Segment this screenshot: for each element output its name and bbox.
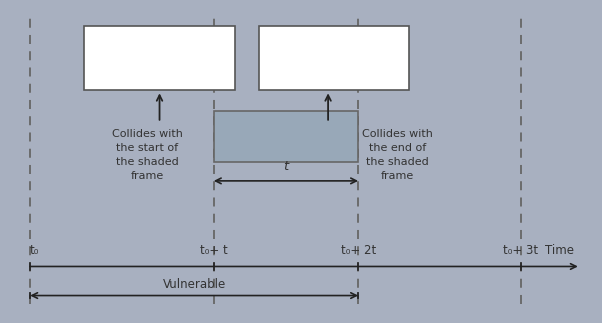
Bar bbox=[259, 26, 409, 90]
Text: t: t bbox=[284, 160, 288, 173]
Text: Time: Time bbox=[545, 244, 574, 257]
Text: Vulnerable: Vulnerable bbox=[163, 278, 226, 291]
Text: t₀+ 3t: t₀+ 3t bbox=[503, 244, 538, 257]
Bar bbox=[84, 26, 235, 90]
Bar bbox=[214, 111, 358, 162]
Text: Collides with
the end of
the shaded
frame: Collides with the end of the shaded fram… bbox=[362, 129, 433, 181]
Text: t₀: t₀ bbox=[30, 244, 40, 257]
Text: t₀+ t: t₀+ t bbox=[200, 244, 228, 257]
Text: Collides with
the start of
the shaded
frame: Collides with the start of the shaded fr… bbox=[112, 129, 183, 181]
Text: t₀+ 2t: t₀+ 2t bbox=[341, 244, 376, 257]
